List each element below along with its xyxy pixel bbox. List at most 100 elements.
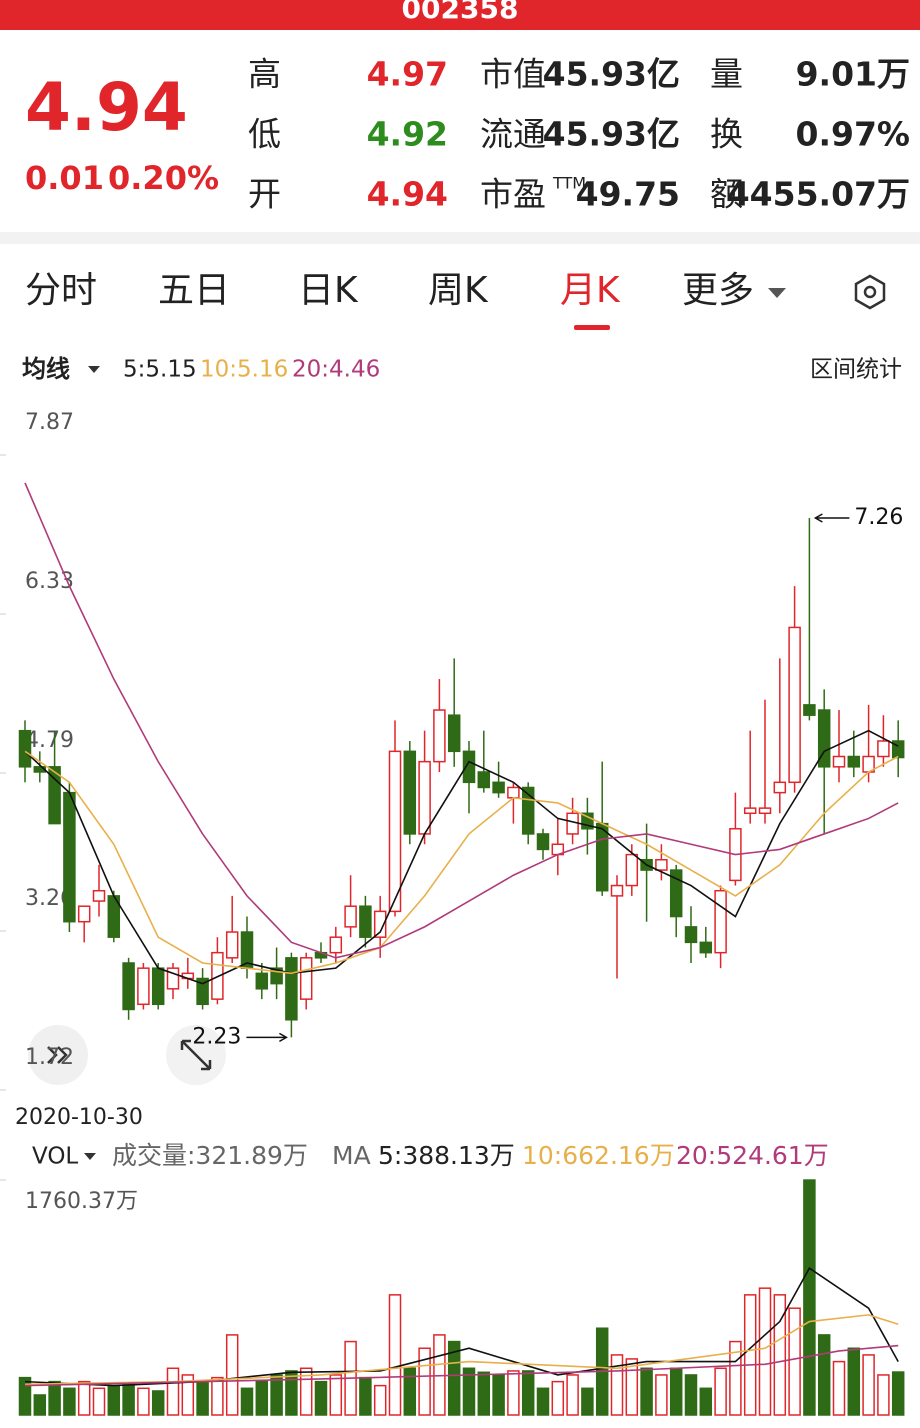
candle-body [63,791,76,923]
volume-bar [77,1380,91,1416]
candle-body [803,704,816,716]
candle-body [255,972,269,990]
stat-label: 开 [248,175,281,214]
stat-label: 高 [248,55,281,94]
change: 0.01 [25,159,104,197]
vol-ma-item: 5:388.13万 [378,1141,515,1170]
volume-bar [388,1294,402,1416]
vol-ma-item: 10:662.16万 [522,1141,675,1170]
stat-value: 45.93亿 [543,115,680,154]
collapse-button[interactable] [28,1025,88,1085]
ma-line [24,750,899,975]
ma-line [24,729,899,985]
volume-bar [729,1340,742,1416]
volume-bar [521,1370,535,1416]
stats: 高 4.97 市值 45.93亿 量 9.01万 低 4.92 流通 45.93… [248,55,910,214]
stat-label: 量 [710,55,743,94]
volume-bar [566,1374,579,1416]
candle-body [595,822,609,892]
ma-line [24,1344,899,1387]
settings-icon-center [863,285,877,299]
candle-body [743,807,757,815]
candle-body [433,709,446,763]
volume-bar [507,1370,520,1416]
volume-bar [122,1383,135,1416]
volume-bar [862,1354,875,1416]
volume-bar [107,1384,121,1416]
volume-bar [166,1367,180,1416]
arrow-head [279,1032,288,1042]
range-stats[interactable]: 区间统计 [810,357,902,383]
volume-bar [151,1390,165,1416]
tab-active[interactable]: 月K [560,270,621,311]
candle-body [344,905,357,928]
volume-bar [33,1394,47,1416]
stat-value: 9.01万 [796,55,910,94]
volume-bar [551,1380,565,1416]
volume-bar [536,1387,550,1416]
tab[interactable]: 更多 [682,270,754,311]
tab[interactable]: 五日 [158,270,230,311]
volume-bar [462,1367,476,1416]
volume-bar [48,1380,61,1416]
price: 4.94 [25,69,188,146]
volume-bar [63,1387,76,1416]
volume-bar [240,1387,254,1416]
candle-body [669,869,683,918]
dropdown-icon [768,288,786,298]
ma-item: 10:5.16 [200,357,288,383]
tab[interactable]: 日K [298,270,359,311]
volume-bar [285,1370,298,1416]
volume-bar [299,1367,313,1416]
candle-body [655,858,668,871]
settings-icon[interactable] [854,274,886,310]
volume-bar [625,1358,639,1416]
stat-label: 市值 [480,55,546,94]
fullscreen-icon [180,1039,212,1071]
candle-body [610,884,624,897]
candle-body [625,853,639,887]
y-tick-label: 6.33 [25,569,74,594]
volume-bar [684,1374,698,1416]
candle-body [48,766,61,825]
y-tick-label: 1.72 [25,1045,74,1070]
y-tick-label: 4.79 [25,728,74,753]
volume-bar [270,1374,283,1416]
candle-body [18,729,32,768]
candle-body [373,910,387,938]
candle-body [92,889,106,902]
stat-value: 4.94 [367,175,448,214]
candle-body [225,931,239,959]
dropdown-icon [88,366,100,373]
candle-body [521,786,535,835]
tab[interactable]: 周K [428,270,489,311]
candle-body [699,941,713,954]
volume-bar [743,1294,757,1416]
stock-code: 002358 [402,0,519,25]
vol-toggle[interactable]: VOL [32,1144,78,1170]
volume-bar [669,1367,683,1416]
tabs: 分时 五日 日K 周K 月K 更多 [25,270,754,311]
ma-item: 5:5.15 [123,357,197,383]
stat-value: 0.97% [796,115,911,154]
candle-body [817,709,831,768]
candle-body [773,781,787,794]
stat-label: 低 [248,115,281,154]
stat-sup: TTM [552,174,586,193]
volume-bar [477,1371,491,1416]
volume-bar [447,1340,461,1416]
y-tick-label: 7.87 [25,410,74,435]
candle-body [196,977,209,1006]
dropdown-icon [84,1153,96,1160]
candle-body [684,926,698,944]
stat-label: 换 [710,115,743,154]
volume-value: 成交量:321.89万 [112,1141,308,1170]
ma-toggle[interactable]: 均线 [22,355,70,383]
annotation-label: 7.26 [854,505,903,530]
tab[interactable]: 分时 [25,270,97,311]
volume-bar [877,1374,890,1416]
volume-bar [803,1179,816,1416]
vol-ma-item: 20:524.61万 [676,1141,829,1170]
candle-body [137,967,150,1006]
